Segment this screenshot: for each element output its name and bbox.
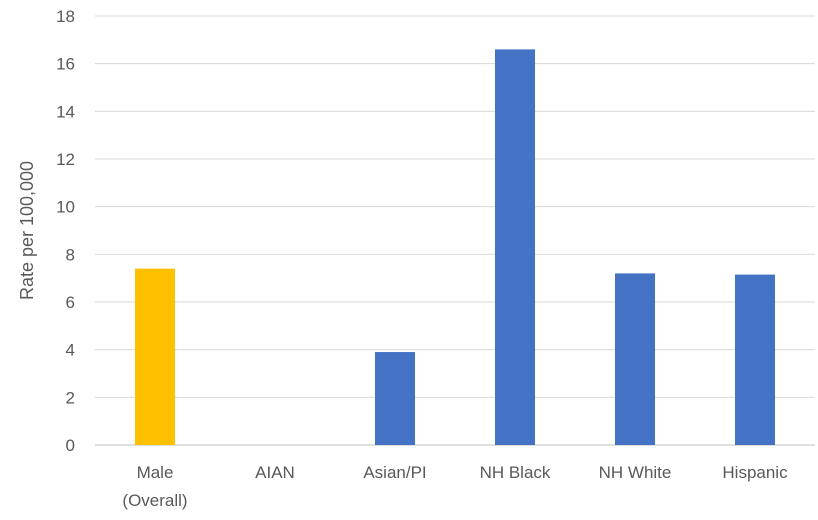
x-tick-label: NH Black bbox=[480, 463, 551, 482]
y-tick-label: 6 bbox=[66, 293, 75, 312]
y-tick-label: 2 bbox=[66, 388, 75, 407]
x-tick-labels: Male (Overall) AIAN Asian/PI NH Black NH Whit… bbox=[122, 463, 788, 510]
y-tick-label: 4 bbox=[66, 341, 75, 360]
x-tick-label: AIAN bbox=[255, 463, 295, 482]
bar bbox=[495, 49, 535, 445]
y-tick-label: 10 bbox=[56, 198, 75, 217]
x-tick-label: Male (Overall) bbox=[122, 463, 187, 510]
gridlines bbox=[95, 15, 815, 446]
y-tick-label: 14 bbox=[56, 102, 75, 121]
bar bbox=[135, 268, 175, 445]
x-tick-label: Hispanic bbox=[722, 463, 788, 482]
bar bbox=[615, 273, 655, 445]
bar bbox=[735, 274, 775, 445]
bar bbox=[375, 352, 415, 445]
y-tick-label: 12 bbox=[56, 150, 75, 169]
y-axis-title: Rate per 100,000 bbox=[17, 161, 37, 300]
bars bbox=[135, 49, 775, 445]
y-tick-label: 18 bbox=[56, 7, 75, 26]
y-tick-label: 0 bbox=[66, 436, 75, 455]
x-tick-label: NH White bbox=[599, 463, 672, 482]
y-tick-labels: 0 2 4 6 8 10 12 14 16 18 bbox=[56, 7, 75, 455]
x-tick-label: Asian/PI bbox=[363, 463, 426, 482]
y-tick-label: 8 bbox=[66, 245, 75, 264]
y-tick-label: 16 bbox=[56, 55, 75, 74]
